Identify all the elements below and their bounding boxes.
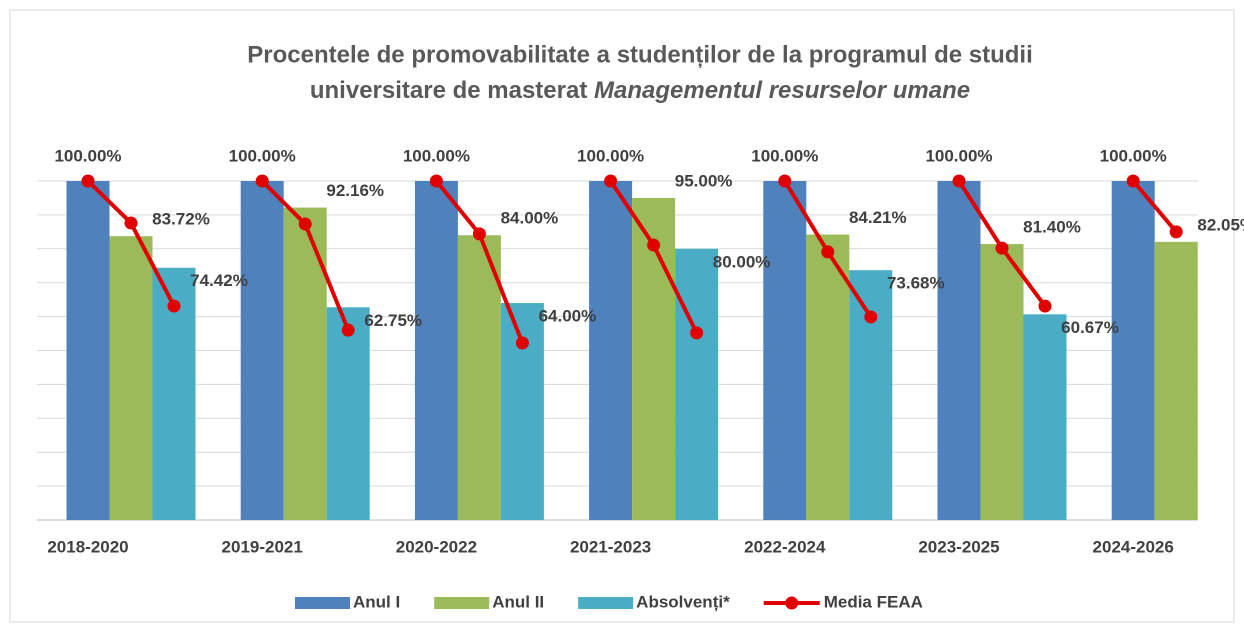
x-tick-label: 2024-2026 bbox=[1093, 537, 1174, 556]
data-label: 60.67% bbox=[1061, 318, 1119, 337]
x-tick-label: 2018-2020 bbox=[47, 537, 128, 556]
line-marker bbox=[995, 241, 1009, 255]
data-label: 64.00% bbox=[539, 307, 597, 326]
x-tick-label: 2022-2024 bbox=[744, 537, 826, 556]
bar bbox=[589, 181, 633, 520]
legend-marker bbox=[785, 596, 799, 610]
x-tick-label: 2021-2023 bbox=[570, 537, 651, 556]
data-label: 80.00% bbox=[713, 252, 771, 271]
bar bbox=[109, 236, 153, 520]
line-marker bbox=[124, 216, 138, 230]
line-marker bbox=[429, 174, 443, 188]
data-label: 83.72% bbox=[152, 210, 210, 229]
data-label: 81.40% bbox=[1023, 218, 1081, 237]
line-marker bbox=[341, 323, 355, 337]
data-label: 73.68% bbox=[887, 274, 945, 293]
data-label: 100.00% bbox=[54, 146, 121, 165]
line-marker bbox=[604, 174, 618, 188]
legend-swatch bbox=[295, 597, 350, 609]
line-marker bbox=[864, 310, 878, 324]
line-marker bbox=[952, 174, 966, 188]
line-marker bbox=[472, 227, 486, 241]
line-marker bbox=[690, 326, 704, 340]
bar bbox=[240, 181, 284, 520]
bar bbox=[675, 248, 719, 521]
line bbox=[1131, 179, 1178, 234]
data-label: 100.00% bbox=[925, 146, 992, 165]
legend-swatch bbox=[578, 597, 634, 609]
data-label: 95.00% bbox=[675, 171, 733, 190]
line-marker bbox=[647, 238, 661, 252]
bar bbox=[937, 181, 981, 520]
line-marker bbox=[1169, 225, 1183, 239]
line-marker bbox=[167, 299, 181, 313]
data-label: 84.00% bbox=[501, 209, 559, 228]
data-label: 100.00% bbox=[577, 146, 644, 165]
line-marker bbox=[81, 174, 95, 188]
data-label: 100.00% bbox=[1100, 146, 1167, 165]
line-marker bbox=[778, 174, 792, 188]
legend-label: Absolvenți* bbox=[636, 592, 730, 611]
chart-title: universitare de masterat Managementul re… bbox=[310, 77, 970, 104]
bar bbox=[806, 234, 850, 520]
x-tick-label: 2020-2022 bbox=[396, 537, 477, 556]
line-marker bbox=[515, 336, 529, 350]
bar bbox=[414, 181, 458, 520]
bar bbox=[1154, 241, 1198, 520]
line-marker bbox=[821, 245, 835, 259]
data-label: 100.00% bbox=[751, 146, 818, 165]
data-label: 84.21% bbox=[849, 208, 907, 227]
chart-title: Procentele de promovabilitate a studenți… bbox=[247, 41, 1032, 68]
data-label: 74.42% bbox=[190, 271, 248, 290]
bar bbox=[66, 181, 110, 520]
data-label: 100.00% bbox=[403, 146, 470, 165]
bar bbox=[849, 270, 893, 520]
chart-title: universitare de masterat bbox=[310, 77, 587, 104]
data-label: 100.00% bbox=[229, 146, 296, 165]
legend-label: Anul I bbox=[353, 592, 400, 611]
bar bbox=[457, 235, 501, 521]
line-marker bbox=[298, 217, 312, 231]
bar bbox=[326, 307, 370, 520]
bar bbox=[1111, 181, 1155, 520]
bar bbox=[500, 303, 544, 520]
x-tick-label: 2023-2025 bbox=[918, 537, 999, 556]
line-marker bbox=[1038, 299, 1052, 313]
line-marker bbox=[1126, 174, 1140, 188]
legend-label: Anul II bbox=[492, 592, 544, 611]
bar bbox=[632, 197, 676, 520]
data-label: 92.16% bbox=[326, 181, 384, 200]
legend-swatch bbox=[434, 597, 490, 609]
legend-label: Media FEAA bbox=[824, 592, 923, 611]
chart-title-italic: Managementul resurselor umane bbox=[594, 77, 970, 104]
bar bbox=[980, 244, 1024, 520]
bar bbox=[283, 207, 327, 520]
data-label: 82.05% bbox=[1197, 215, 1244, 234]
line-marker bbox=[255, 174, 269, 188]
bar bbox=[763, 181, 807, 520]
bar bbox=[1023, 314, 1067, 520]
data-label: 62.75% bbox=[364, 311, 422, 330]
x-tick-label: 2019-2021 bbox=[222, 537, 303, 556]
